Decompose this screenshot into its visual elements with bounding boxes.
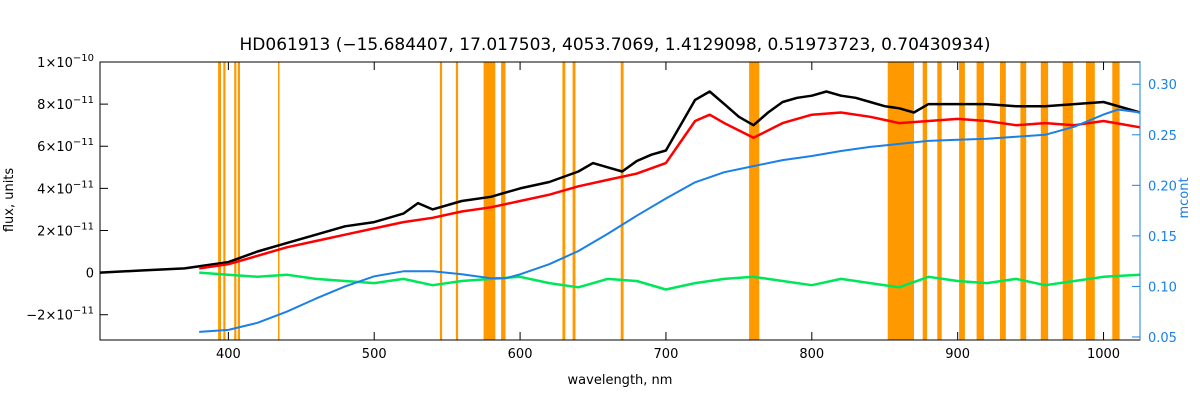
y2-tick-label: 0.10 (1148, 280, 1177, 295)
axes-group: 400 500 600 700 800 900 1000 −2×10−11 0 2×10−11 4×… (26, 53, 1177, 362)
masked-band (455, 62, 459, 340)
masked-band (1040, 62, 1049, 340)
y-tick-label: 8×10−11 (37, 95, 94, 113)
y2-tick-label: 0.05 (1148, 331, 1177, 346)
masked-band (223, 62, 226, 340)
chart-title: HD061913 (−15.684407, 17.017503, 4053.70… (240, 35, 991, 55)
y-tick-label: 4×10−11 (37, 179, 94, 197)
masked-band (922, 62, 928, 340)
y-tick-label: 2×10−11 (37, 221, 94, 239)
masked-band (1112, 62, 1120, 340)
x-tick-label: 1000 (1087, 347, 1120, 362)
masked-band (501, 62, 506, 340)
y2-tick-label: 0.15 (1148, 230, 1177, 245)
y2-tick-label: 0.25 (1148, 129, 1177, 144)
flux-series-line (199, 111, 1141, 270)
x-tick-label: 400 (216, 347, 241, 362)
masked-band (439, 62, 443, 340)
x-tick-label: 800 (799, 347, 824, 362)
masked-band (234, 62, 237, 340)
flux-series-line (99, 90, 1141, 274)
masked-band (562, 62, 566, 340)
y2-tick-label: 0.30 (1148, 78, 1177, 93)
x-tick-label: 600 (508, 347, 533, 362)
x-axis-title: wavelength, nm (568, 373, 673, 388)
masked-band (976, 62, 984, 340)
y-tick-label: 0 (86, 267, 94, 282)
masked-band (1086, 62, 1095, 340)
masked-band (1020, 62, 1027, 340)
continuum-line (199, 108, 1141, 333)
masked-band (749, 62, 760, 340)
y-tick-label: 1×10−10 (37, 53, 94, 71)
x-tick-label: 900 (945, 347, 970, 362)
x-tick-label: 700 (654, 347, 679, 362)
masked-band (572, 62, 576, 340)
masked-band (959, 62, 965, 340)
masked-band (937, 62, 942, 340)
masked-band (278, 62, 280, 340)
masked-band (620, 62, 624, 340)
x-tick-label: 500 (362, 347, 387, 362)
masked-band (483, 62, 496, 340)
right-y-axis-title: mcont (1177, 177, 1192, 218)
series-group (99, 90, 1141, 333)
masked-band (1000, 62, 1006, 340)
y-axis-title: flux, units (2, 168, 17, 233)
y-tick-label: 6×10−11 (37, 137, 94, 155)
masked-band (237, 62, 240, 340)
flux-series-line (199, 271, 1141, 291)
masked-band (218, 62, 221, 340)
masked-band (887, 62, 914, 340)
masked-band (1062, 62, 1073, 340)
y-tick-label: −2×10−11 (26, 306, 94, 324)
y2-tick-label: 0.20 (1148, 179, 1177, 194)
